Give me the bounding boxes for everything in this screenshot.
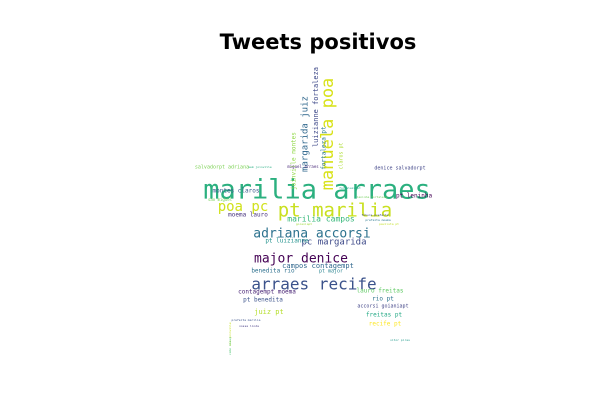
word-31: miguel arraes (287, 164, 319, 169)
word-42: cabo nossa (228, 337, 232, 355)
word-9: marilia campos (287, 215, 355, 224)
word-40: nossa linda (239, 324, 259, 328)
word-13: claros pt (339, 142, 345, 169)
word-23: pt benedita (243, 297, 283, 304)
word-20: pt leninha (396, 193, 433, 200)
word-39: prefeita marilia (232, 318, 261, 322)
word-24: rio pt (372, 296, 394, 303)
word-2: manuela poa (318, 78, 338, 191)
word-43: vitor pires (390, 338, 410, 342)
word-5: arraes recife (251, 275, 376, 294)
word-18: benedita rio (251, 268, 295, 275)
word-36: prefeita moema (365, 218, 390, 222)
word-8: pc margarida (301, 238, 366, 248)
word-14: montes claros (213, 188, 260, 195)
word-26: juiz pt (254, 308, 284, 316)
word-16: pt luizianne (265, 238, 309, 245)
word-7: margarida juiz (301, 96, 311, 172)
word-6: major denice (254, 252, 348, 267)
word-0: marilia arraes (203, 175, 431, 206)
word-27: freitas pt (366, 312, 403, 319)
word-38: paulista pt (379, 222, 399, 226)
word-41: nós joinville (228, 322, 232, 346)
word-30: denice salvadorpt (374, 166, 425, 172)
word-12: fortaleza pt (321, 126, 328, 170)
word-11: joinville montes (291, 132, 298, 190)
word-10: luizianne fortaleza (312, 67, 320, 147)
word-3: poa pc (218, 199, 269, 215)
word-22: contagempt moema (238, 289, 296, 296)
word-19: pt major (319, 269, 343, 275)
word-17: campos contagempt (282, 262, 354, 270)
word-37: goianiapt (296, 222, 312, 226)
word-33: fortaleza pt (339, 186, 361, 190)
chart-title: Tweets positivos (219, 30, 417, 54)
word-34: leninha fortaleza (357, 195, 388, 199)
word-21: lauro freitas (357, 288, 404, 295)
word-32: sao miguel (208, 197, 233, 202)
word-1: pt marilia (278, 200, 392, 222)
word-44: sem joinville (248, 165, 272, 169)
word-4: adriana accorsi (253, 227, 370, 242)
word-29: salvadorpt adriana (195, 165, 249, 171)
word-25: accorsi goianiapt (357, 304, 408, 310)
word-28: recife pt (369, 321, 402, 328)
word-35: fútura prefeita (361, 213, 388, 217)
word-15: moema lauro (228, 212, 268, 219)
